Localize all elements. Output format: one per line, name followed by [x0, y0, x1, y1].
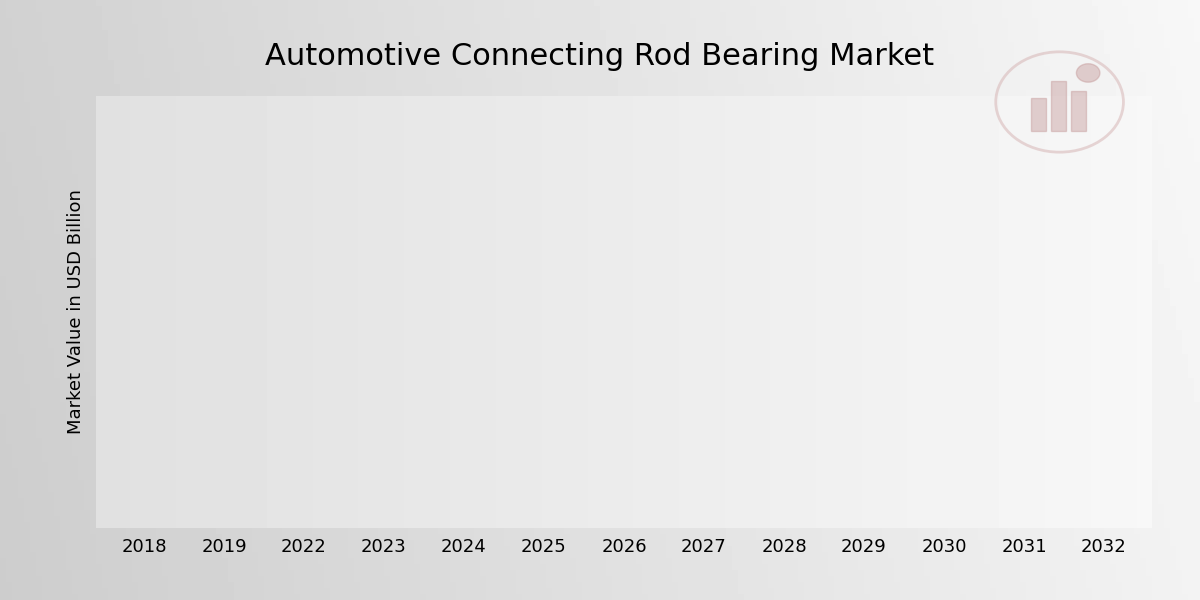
Bar	[920, 186, 968, 528]
Bar	[1000, 175, 1048, 528]
Bar	[1080, 163, 1128, 528]
Text: 5.5: 5.5	[1088, 140, 1120, 158]
Bar	[1051, 81, 1067, 131]
Bar	[200, 286, 248, 528]
Text: 4.18: 4.18	[361, 228, 407, 246]
Bar	[440, 242, 488, 528]
Bar	[120, 292, 168, 528]
Bar	[360, 250, 408, 528]
Bar	[760, 206, 808, 528]
Bar	[840, 196, 888, 528]
Bar	[1031, 98, 1046, 131]
Bar	[600, 221, 648, 528]
Bar	[280, 268, 328, 528]
Circle shape	[1076, 64, 1100, 82]
Bar	[680, 214, 728, 528]
Y-axis label: Market Value in USD Billion: Market Value in USD Billion	[67, 190, 85, 434]
Text: 4.31: 4.31	[442, 220, 486, 238]
Bar	[520, 232, 568, 528]
Text: Automotive Connecting Rod Bearing Market: Automotive Connecting Rod Bearing Market	[265, 42, 935, 71]
Bar	[1072, 91, 1086, 131]
